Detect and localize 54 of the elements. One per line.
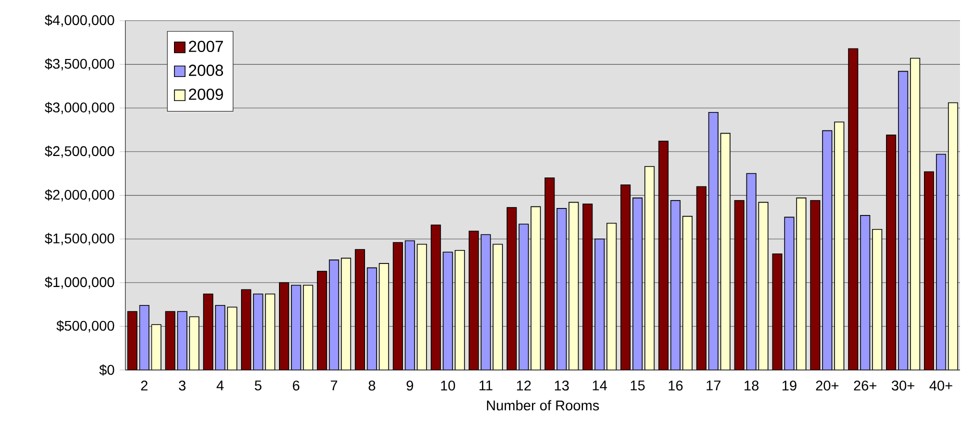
- x-tick-label: 13: [554, 380, 569, 391]
- bar: [594, 238, 605, 370]
- x-tick-label: 16: [668, 380, 683, 391]
- y-tick-label: $3,000,000: [44, 102, 114, 114]
- bar: [860, 215, 870, 370]
- x-tick-label: 9: [406, 380, 414, 391]
- bar: [442, 252, 453, 370]
- x-tick-label: 40+: [929, 380, 952, 391]
- x-tick-label: 26+: [854, 380, 876, 391]
- bar: [632, 198, 643, 370]
- x-tick-label: 12: [516, 380, 531, 390]
- bar: [253, 294, 264, 370]
- x-tick-label: 10: [441, 380, 456, 391]
- y-tick-label: $1,500,000: [44, 232, 114, 246]
- bar: [898, 70, 908, 370]
- legend-label: 2009: [188, 88, 223, 100]
- y-tick-label: $3,500,000: [44, 58, 114, 70]
- y-tick-label: $2,000,000: [44, 189, 114, 202]
- bar: [404, 240, 415, 370]
- legend-label: 2008: [188, 64, 224, 76]
- x-tick-label: 2: [141, 380, 148, 390]
- bar: [670, 200, 681, 370]
- x-tick-label: 7: [330, 380, 338, 390]
- bar: [822, 130, 832, 370]
- bar: [708, 112, 718, 370]
- x-tick-label: 20+: [816, 380, 838, 391]
- bar: [291, 284, 302, 370]
- y-tick-label: $1,000,000: [44, 276, 114, 289]
- y-tick-label: $0: [99, 364, 114, 376]
- x-tick-label: 8: [368, 380, 376, 391]
- bar: [746, 173, 756, 370]
- x-tick-label: 14: [592, 380, 607, 390]
- legend-label: 2007: [188, 40, 223, 52]
- y-tick-label: $2,500,000: [44, 146, 114, 158]
- y-tick-label: $4,000,000: [44, 14, 114, 27]
- bar: [556, 208, 567, 370]
- bar: [366, 267, 378, 370]
- bar: [328, 260, 340, 370]
- bar: [784, 216, 794, 370]
- x-tick-label: 5: [254, 380, 262, 390]
- x-tick-label: 18: [744, 380, 759, 391]
- bar: [936, 154, 946, 370]
- x-tick-label: 3: [178, 380, 186, 391]
- x-tick-label: 4: [216, 380, 224, 390]
- x-tick-label: 19: [782, 380, 796, 391]
- x-tick-label: 6: [292, 380, 300, 391]
- x-axis-title: Number of Rooms: [487, 400, 599, 410]
- x-tick-label: 11: [480, 380, 492, 390]
- y-tick-label: $500,000: [56, 320, 114, 332]
- x-tick-label: 15: [630, 380, 645, 390]
- bar: [518, 224, 529, 370]
- x-tick-label: 17: [706, 380, 720, 390]
- x-tick-label: 30+: [892, 380, 914, 391]
- bar: [480, 234, 491, 370]
